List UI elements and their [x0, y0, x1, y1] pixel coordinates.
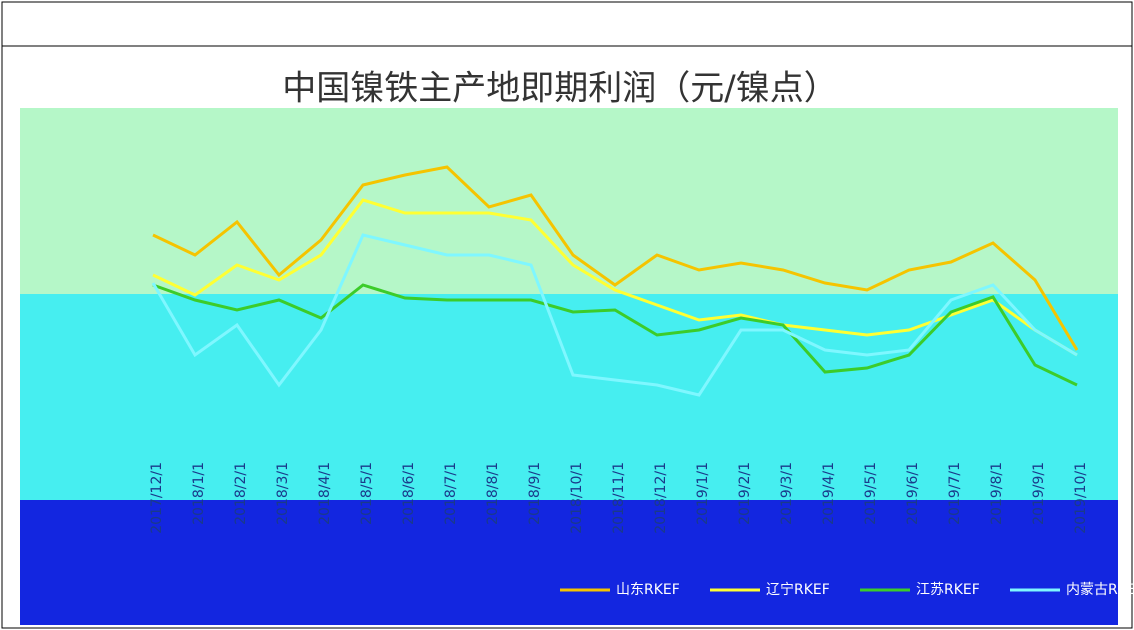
x-tick-label: 2018/2/1: [233, 462, 249, 525]
series-line: [152, 198, 1078, 357]
x-tick-label: 2019/9/1: [1031, 462, 1047, 525]
x-tick-label: 2018/6/1: [401, 462, 417, 525]
x-tick-label: 2019/10/1: [1073, 462, 1089, 534]
series-line: [152, 165, 1079, 351]
x-tick-label: 2018/5/1: [359, 462, 375, 525]
x-tick-label: 2018/8/1: [485, 462, 501, 525]
legend-label: 江苏RKEF: [916, 582, 980, 598]
x-tick-label: 2019/3/1: [779, 462, 795, 525]
legend-label: 内蒙古RKEF: [1066, 582, 1134, 598]
legend-label: 山东RKEF: [616, 582, 680, 598]
x-tick-label: 2019/1/1: [695, 462, 711, 525]
x-tick-label: 2018/9/1: [527, 462, 543, 525]
x-tick-label: 2018/12/1: [653, 462, 669, 534]
x-tick-label: 2019/7/1: [947, 462, 963, 525]
x-tick-label: 2018/10/1: [569, 462, 585, 534]
series-line: [152, 283, 1078, 387]
bg-band: [20, 500, 1118, 625]
x-tick-label: 2019/6/1: [905, 462, 921, 525]
bg-band: [20, 108, 1118, 294]
x-tick-label: 2018/11/1: [611, 462, 627, 534]
chart-title: 中国镍铁主产地即期利润（元/镍点）: [282, 69, 837, 109]
x-tick-label: 2019/5/1: [863, 462, 879, 525]
x-tick-label: 2018/1/1: [191, 462, 207, 525]
x-tick-label: 2018/3/1: [275, 462, 291, 525]
x-tick-label: 2019/4/1: [821, 462, 837, 525]
x-tick-label: 2018/4/1: [317, 462, 333, 525]
x-tick-label: 2017/12/1: [149, 462, 165, 534]
x-tick-label: 2018/7/1: [443, 462, 459, 525]
x-tick-label: 2019/2/1: [737, 462, 753, 525]
series-line: [151, 233, 1078, 397]
legend-label: 辽宁RKEF: [766, 581, 830, 598]
x-tick-label: 2019/8/1: [989, 462, 1005, 525]
